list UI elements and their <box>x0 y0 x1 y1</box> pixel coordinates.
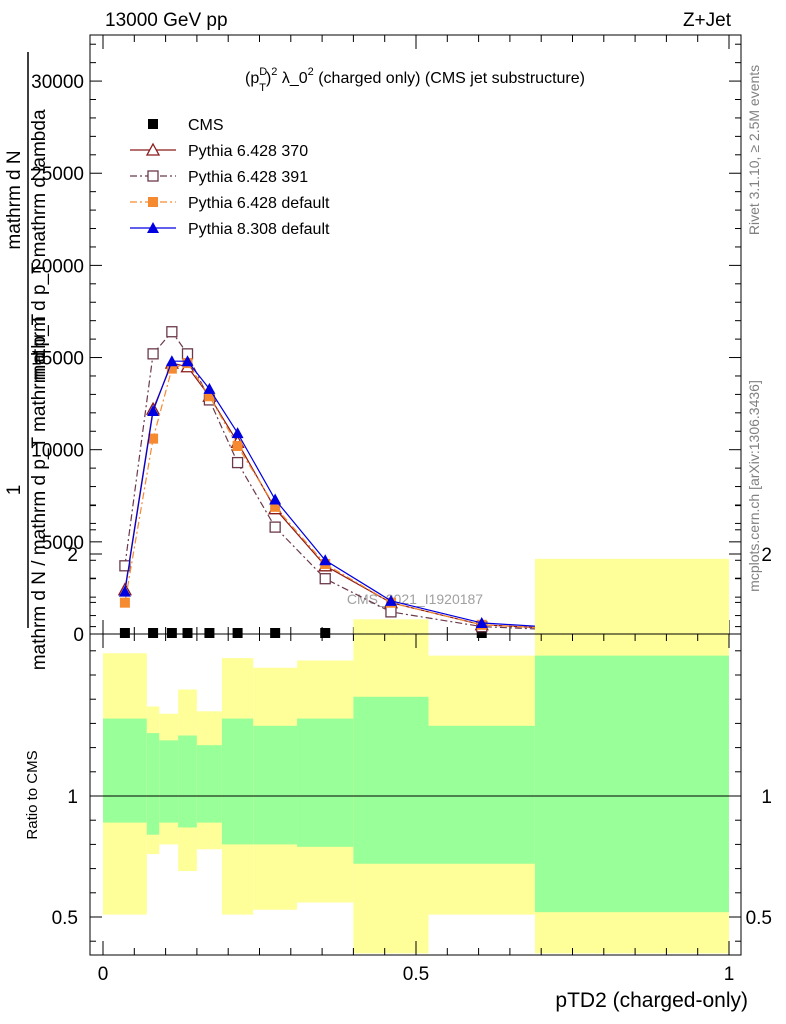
ratio-y-tick-label-right: 0.5 <box>746 908 772 929</box>
data-point <box>165 355 178 367</box>
legend-marker <box>145 142 161 156</box>
main-y-axis-label: 1 mathrm d N / mathrm d p_T mathrm d p_T… <box>4 52 50 670</box>
ratio-band-green <box>178 735 197 828</box>
energy-label: 13000 GeV pp <box>105 10 228 31</box>
main-y-ticks: 0 5000 10000 15000 20000 25000 30000 <box>31 43 741 646</box>
ratio-bands <box>103 558 729 954</box>
legend-item: Pythia 6.428 default <box>130 195 330 212</box>
data-point <box>182 628 193 638</box>
ratio-band-green <box>353 696 429 864</box>
data-point <box>270 501 281 512</box>
data-point <box>203 382 216 394</box>
data-point <box>385 606 397 618</box>
legend-label: Pythia 6.428 default <box>188 195 330 212</box>
ratio-y-axis-label: Ratio to CMS <box>24 750 41 839</box>
data-point <box>320 628 331 638</box>
y-tick-label: 15000 <box>31 349 84 370</box>
ratio-y-tick-label-right: 1 <box>761 787 772 808</box>
y-axis-label-line: mathrm d N / mathrm d p_T mathrm d p_T <box>29 313 50 670</box>
data-point <box>148 628 159 638</box>
y-tick-label: 25000 <box>31 164 84 185</box>
legend-label: Pythia 6.428 391 <box>188 169 308 186</box>
plot-title: (pD T)2 λ_02 (charged only) (CMS jet subs… <box>245 66 585 94</box>
ratio-y-tick-label-left: 0.5 <box>52 908 78 929</box>
series-4 <box>118 355 638 638</box>
data-point <box>119 597 130 608</box>
ratio-y-tick-label-left: 2 <box>67 545 78 566</box>
y-axis-label-fraction-bottom: mathrm d p_T mathrm d lambda <box>29 109 50 380</box>
y-tick-label: 30000 <box>31 72 84 93</box>
data-point <box>147 404 160 416</box>
data-point <box>204 391 215 402</box>
legend-label: Pythia 6.428 370 <box>188 143 308 160</box>
ratio-band-green <box>297 718 354 847</box>
data-point <box>384 594 397 606</box>
ratio-y-tick-label-right: 2 <box>761 545 772 566</box>
series-line <box>124 330 633 634</box>
data-point <box>269 521 281 533</box>
legend-marker <box>148 197 158 207</box>
rivet-label: Rivet 3.1.10, ≥ 2.5M events <box>746 65 762 235</box>
ratio-y-tick-label-left: 1 <box>67 787 78 808</box>
ratio-x-ticks: 0 0.5 1 <box>98 634 735 985</box>
legend-marker <box>148 119 158 129</box>
x-tick-label: 1 <box>724 964 735 985</box>
legend-item: CMS <box>148 117 224 134</box>
y-tick-label: 5000 <box>42 533 84 554</box>
ratio-frame <box>89 633 742 956</box>
data-point <box>166 628 177 638</box>
legend-marker <box>147 170 159 182</box>
ratio-band-green <box>159 740 179 823</box>
ratio-band-green <box>146 733 160 835</box>
ratio-band-green <box>428 725 535 864</box>
y-axis-label-fraction-top: mathrm d N <box>4 150 25 249</box>
data-point <box>148 433 159 444</box>
data-point <box>269 493 282 505</box>
legend-label: Pythia 8.308 default <box>188 221 330 238</box>
x-tick-label: 0 <box>98 964 109 985</box>
ratio-band-green <box>221 718 254 845</box>
data-point <box>232 441 243 452</box>
series-line <box>124 362 633 634</box>
data-point <box>319 573 331 585</box>
y-tick-label: 20000 <box>31 256 84 277</box>
legend-item: Pythia 6.428 391 <box>130 169 308 186</box>
data-point <box>166 326 178 338</box>
y-tick-label: 10000 <box>31 441 84 462</box>
data-point <box>231 456 244 469</box>
ratio-band-green <box>196 745 222 823</box>
x-axis-label: pTD2 (charged-only) <box>555 989 748 1012</box>
mcplots-label: mcplots.cern.ch [arXiv:1306.3436] <box>746 380 762 592</box>
data-point <box>119 560 131 572</box>
data-point <box>166 363 177 374</box>
data-point <box>476 628 487 638</box>
y-tick-label: 0 <box>73 625 84 646</box>
data-point <box>204 628 215 638</box>
data-point <box>270 628 281 638</box>
data-point <box>232 628 243 638</box>
ratio-band-green <box>103 718 147 823</box>
main-plot: 0 5000 10000 15000 20000 25000 30000 CMS_2021_… <box>4 34 742 670</box>
data-point <box>118 585 131 597</box>
data-point <box>231 427 244 439</box>
ratio-y-ticks: 0.5 0.5 1 1 2 2 <box>52 505 772 942</box>
data-point <box>119 628 130 638</box>
ratio-plot: 0.5 0.51 12 2 0 0.5 1 Ratio to CMS pTD2 (char… <box>24 505 772 1012</box>
legend: CMS Pythia 6.428 370 Pythia 6.428 391 Pythi… <box>130 117 330 238</box>
data-point <box>319 554 332 566</box>
legend-marker <box>147 222 159 233</box>
ratio-band-green <box>534 655 729 913</box>
legend-item: Pythia 6.428 370 <box>130 142 308 160</box>
data-point <box>147 348 159 360</box>
x-tick-label: 0.5 <box>403 964 429 985</box>
watermark: CMS_2021_I1920187 <box>347 591 483 607</box>
data-point <box>475 616 488 628</box>
y-axis-label-numerator: 1 <box>4 485 25 496</box>
data-point <box>181 355 194 367</box>
ratio-band-green <box>253 725 298 845</box>
legend-label: CMS <box>188 117 224 134</box>
process-label: Z+Jet <box>683 10 732 31</box>
legend-item: Pythia 8.308 default <box>130 221 330 238</box>
